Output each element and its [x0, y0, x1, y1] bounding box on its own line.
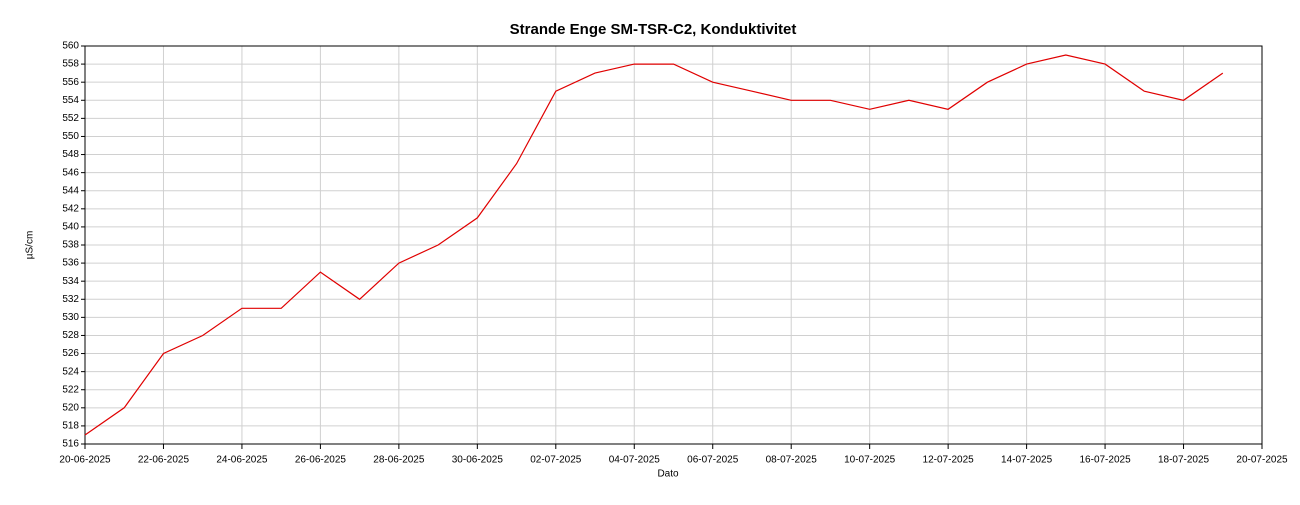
x-tick-label: 04-07-2025: [609, 455, 661, 466]
x-axis-label: Dato: [657, 469, 679, 480]
y-tick-label: 536: [62, 258, 79, 269]
y-tick-label: 540: [62, 222, 79, 233]
y-tick-label: 534: [62, 276, 79, 287]
data-line: [84, 54, 1224, 436]
y-tick-label: 538: [62, 240, 79, 251]
x-tick-label: 14-07-2025: [1001, 455, 1053, 466]
x-tick-label: 12-07-2025: [923, 455, 975, 466]
y-tick-label: 520: [62, 402, 79, 413]
x-tick-label: 24-06-2025: [216, 455, 268, 466]
x-tick-label: 30-06-2025: [452, 455, 504, 466]
y-tick-label: 532: [62, 294, 79, 305]
y-tick-label: 518: [62, 421, 79, 432]
y-tick-label: 552: [62, 113, 79, 124]
y-tick-label: 556: [62, 77, 79, 88]
y-tick-label: 528: [62, 330, 79, 341]
y-tick-label: 524: [62, 366, 79, 377]
chart-title: Strande Enge SM-TSR-C2, Konduktivitet: [510, 21, 797, 38]
y-tick-label: 546: [62, 167, 79, 178]
y-tick-label: 522: [62, 384, 79, 395]
x-tick-label: 16-07-2025: [1079, 455, 1131, 466]
x-tick-label: 20-07-2025: [1236, 455, 1288, 466]
y-tick-label: 542: [62, 203, 79, 214]
x-tick-label: 22-06-2025: [138, 455, 190, 466]
x-tick-label: 20-06-2025: [59, 455, 111, 466]
y-tick-label: 560: [62, 41, 79, 52]
x-tick-label: 26-06-2025: [295, 455, 347, 466]
y-tick-label: 548: [62, 149, 79, 160]
x-tick-label: 02-07-2025: [530, 455, 582, 466]
y-tick-label: 516: [62, 439, 79, 450]
x-tick-label: 28-06-2025: [373, 455, 425, 466]
y-tick-label: 530: [62, 312, 79, 323]
x-tick-label: 18-07-2025: [1158, 455, 1210, 466]
y-tick-label: 554: [62, 95, 79, 106]
x-tick-label: 08-07-2025: [766, 455, 818, 466]
y-tick-label: 526: [62, 348, 79, 359]
x-tick-label: 10-07-2025: [844, 455, 896, 466]
y-tick-label: 544: [62, 185, 79, 196]
x-tick-label: 06-07-2025: [687, 455, 739, 466]
y-tick-label: 550: [62, 131, 79, 142]
y-tick-label: 558: [62, 59, 79, 70]
y-axis-label: µS/cm: [25, 231, 36, 260]
plot-frame: [84, 45, 1263, 445]
